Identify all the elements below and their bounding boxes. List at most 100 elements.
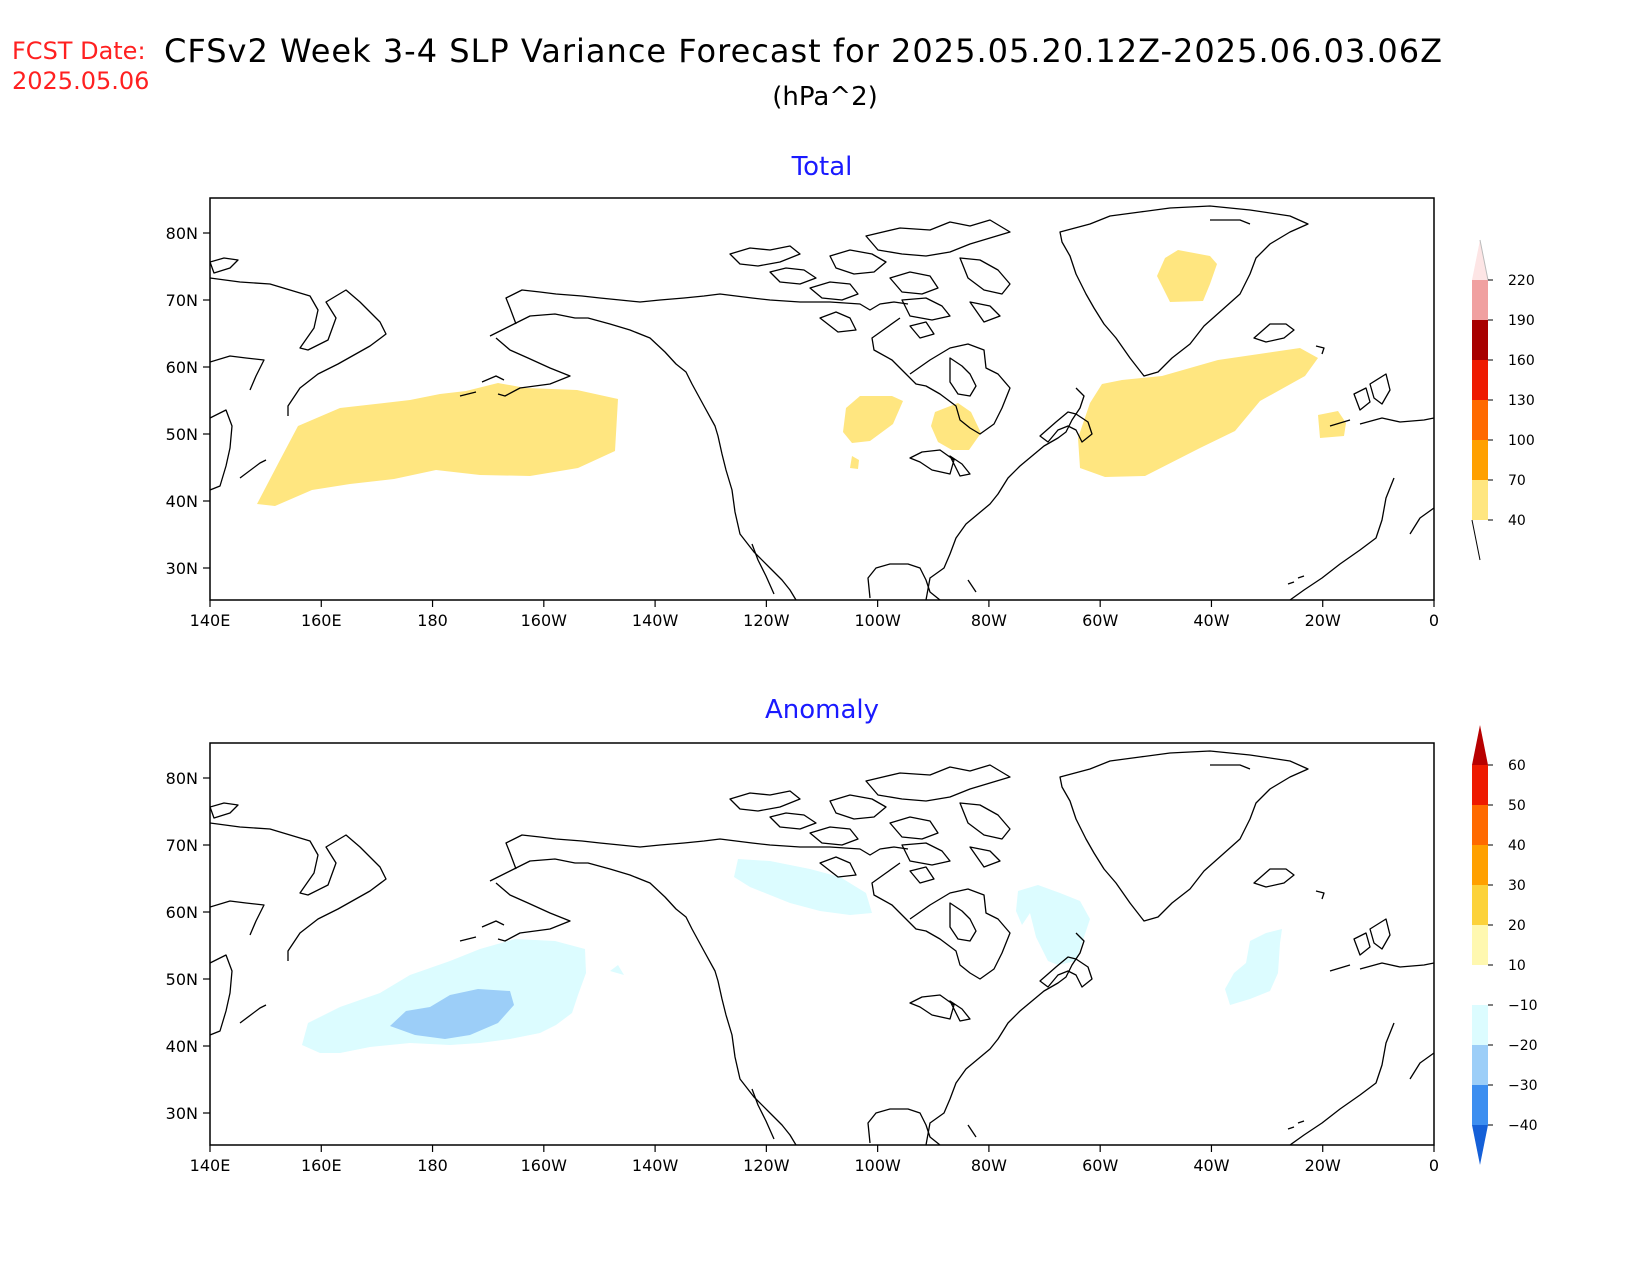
anomaly-map-frame: 140E 160E 180 160W 140W 120W 100W 80W 60W 40W 20W 0… xyxy=(166,742,1439,1175)
total-lat-label: 30N xyxy=(166,559,198,578)
anomaly-colorbar-segment xyxy=(1472,805,1488,845)
forecast-date-label: FCST Date: xyxy=(12,37,146,65)
total-lat-label: 60N xyxy=(166,358,198,377)
anomaly-colorbar-label: 40 xyxy=(1508,838,1526,854)
total-lon-label: 0 xyxy=(1429,611,1439,630)
total-lon-label: 80W xyxy=(971,611,1007,630)
anomaly-colorbar-label: 20 xyxy=(1508,918,1526,934)
total-colorbar-label: 100 xyxy=(1508,433,1535,449)
total-lat-label: 70N xyxy=(166,291,198,310)
anomaly-colorbar-segment xyxy=(1472,1005,1488,1045)
units-label: (hPa^2) xyxy=(772,82,878,112)
total-colorbar-segment xyxy=(1472,400,1488,440)
shade-anom-east-canada xyxy=(1016,885,1090,965)
shade-anom-pacific-light xyxy=(302,939,586,1053)
total-colorbar-segment xyxy=(1472,280,1488,320)
shade-anom-north-atlantic xyxy=(1225,929,1282,1005)
total-lon-label: 140W xyxy=(632,611,679,630)
shade-anom-small-dot xyxy=(610,965,624,975)
anomaly-lon-label: 160E xyxy=(301,1156,342,1175)
total-lat-label: 50N xyxy=(166,425,198,444)
anomaly-lat-label: 30N xyxy=(166,1104,198,1123)
total-colorbar-label: 160 xyxy=(1508,353,1535,369)
anomaly-colorbar-segment xyxy=(1472,965,1488,1005)
anomaly-lon-label: 100W xyxy=(854,1156,901,1175)
total-colorbar-label: 190 xyxy=(1508,313,1535,329)
total-colorbar: 40 70 100 130 160 190 220 xyxy=(1471,239,1535,561)
total-map-frame: 140E 160E 180 160W 140W 120W 100W 80W 60W 40W 20W 0… xyxy=(166,197,1439,630)
anomaly-lat-label: 40N xyxy=(166,1037,198,1056)
anomaly-lon-label: 140W xyxy=(632,1156,679,1175)
anomaly-colorbar-segment xyxy=(1472,925,1488,965)
anomaly-lon-label: 40W xyxy=(1193,1156,1229,1175)
total-coastlines xyxy=(210,205,1434,600)
anomaly-colorbar-segment xyxy=(1472,1085,1488,1125)
anomaly-lat-label: 60N xyxy=(166,903,198,922)
anomaly-colorbar-cap-top xyxy=(1472,725,1488,765)
shade-greenland-high xyxy=(1157,250,1217,302)
forecast-date-block: FCST Date: 2025.05.06 xyxy=(12,36,149,96)
anomaly-lon-label: 0 xyxy=(1429,1156,1439,1175)
anomaly-lat-label: 80N xyxy=(166,769,198,788)
shade-north-pacific xyxy=(257,383,618,506)
total-colorbar-segment xyxy=(1472,320,1488,360)
anomaly-colorbar-label: −10 xyxy=(1508,998,1538,1014)
anomaly-coastlines xyxy=(210,750,1434,1145)
anomaly-lat-label: 70N xyxy=(166,836,198,855)
total-lat-label: 40N xyxy=(166,492,198,511)
total-lon-label: 140E xyxy=(190,611,231,630)
anomaly-colorbar-label: 60 xyxy=(1508,758,1526,774)
anomaly-lon-label: 80W xyxy=(971,1156,1007,1175)
anomaly-colorbar-label: 10 xyxy=(1508,958,1526,974)
anomaly-colorbar-label: 50 xyxy=(1508,798,1526,814)
total-colorbar-segment xyxy=(1472,480,1488,520)
anomaly-colorbar-label: −30 xyxy=(1508,1078,1538,1094)
total-colorbar-label: 220 xyxy=(1508,273,1535,289)
shade-east-atlantic xyxy=(1318,411,1346,438)
shade-north-atlantic xyxy=(1078,348,1318,477)
total-shading xyxy=(257,250,1346,506)
anomaly-colorbar-label: 30 xyxy=(1508,878,1526,894)
shade-central-canada-2 xyxy=(931,403,981,450)
total-lon-label: 40W xyxy=(1193,611,1229,630)
shade-small-dot xyxy=(850,456,859,469)
anomaly-shading xyxy=(302,859,1282,1053)
anomaly-axes: 140E 160E 180 160W 140W 120W 100W 80W 60W 40W 20W 0… xyxy=(166,769,1439,1175)
total-lon-label: 120W xyxy=(743,611,790,630)
anomaly-colorbar-segment xyxy=(1472,845,1488,885)
forecast-date-value: 2025.05.06 xyxy=(12,67,150,95)
shade-central-canada-1 xyxy=(843,396,903,443)
total-lon-label: 160E xyxy=(301,611,342,630)
anomaly-lat-label: 50N xyxy=(166,970,198,989)
page-title: CFSv2 Week 3-4 SLP Variance Forecast for… xyxy=(164,32,1444,70)
total-colorbar-segment xyxy=(1472,440,1488,480)
anomaly-lon-label: 60W xyxy=(1082,1156,1118,1175)
total-lon-label: 60W xyxy=(1082,611,1118,630)
shade-anom-north-canada xyxy=(734,859,872,915)
anomaly-lon-label: 140E xyxy=(190,1156,231,1175)
anomaly-colorbar: −40 −30 −20 −10 10 20 30 40 50 60 xyxy=(1472,725,1538,1165)
panel-title-total: Total xyxy=(791,152,853,182)
total-colorbar-segment xyxy=(1472,360,1488,400)
total-colorbar-label: 40 xyxy=(1508,513,1526,529)
total-lat-label: 80N xyxy=(166,224,198,243)
anomaly-colorbar-segment xyxy=(1472,1045,1488,1085)
total-colorbar-cap xyxy=(1472,240,1488,280)
anomaly-colorbar-segment xyxy=(1472,885,1488,925)
anomaly-colorbar-label: −20 xyxy=(1508,1038,1538,1054)
total-colorbar-label: 130 xyxy=(1508,393,1535,409)
total-colorbar-label: 70 xyxy=(1508,473,1526,489)
total-colorbar-tail xyxy=(1471,519,1481,561)
total-lon-label: 20W xyxy=(1305,611,1341,630)
anomaly-colorbar-label: −40 xyxy=(1508,1118,1538,1134)
total-lon-label: 160W xyxy=(521,611,568,630)
anomaly-lon-label: 120W xyxy=(743,1156,790,1175)
total-lon-label: 100W xyxy=(854,611,901,630)
anomaly-colorbar-segment xyxy=(1472,765,1488,805)
anomaly-lon-label: 180 xyxy=(417,1156,448,1175)
anomaly-lon-label: 20W xyxy=(1305,1156,1341,1175)
total-lon-label: 180 xyxy=(417,611,448,630)
total-axes: 140E 160E 180 160W 140W 120W 100W 80W 60W 40W 20W 0… xyxy=(166,224,1439,630)
anomaly-colorbar-cap-bottom xyxy=(1472,1125,1488,1165)
